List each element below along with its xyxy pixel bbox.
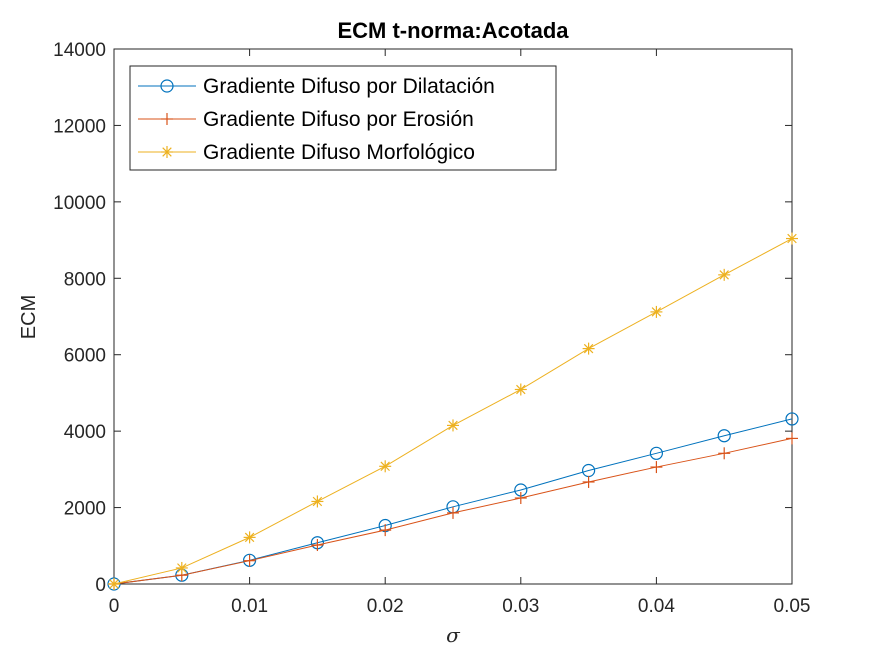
- data-point: [175, 561, 188, 574]
- x-axis-label: σ: [446, 623, 461, 647]
- data-point: [718, 447, 731, 460]
- y-tick-label: 4000: [64, 422, 106, 443]
- legend-marker: [161, 146, 173, 158]
- data-point: [108, 578, 120, 590]
- legend-entry: Gradiente Difuso por Erosión: [138, 108, 474, 131]
- y-tick-label: 6000: [64, 346, 106, 367]
- data-point: [649, 446, 664, 460]
- x-axis-ticks: 0 0.01 0.02 0.03 0.04 0.05: [109, 49, 811, 617]
- y-axis-label: ECM: [18, 295, 40, 339]
- y-tick-label: 10000: [53, 193, 106, 214]
- y-axis-ticks: 0 2000 4000 6000 8000 10000 12000 14000: [53, 40, 792, 596]
- x-tick-label: 0.02: [367, 596, 404, 617]
- legend-entry: Gradiente Difuso Morfológico: [138, 141, 475, 164]
- legend-box: [129, 65, 557, 171]
- legend-label: Gradiente Difuso por Erosión: [203, 108, 474, 131]
- data-point: [379, 524, 392, 537]
- legend-marker: [160, 79, 174, 93]
- data-point: [311, 495, 324, 508]
- series-3: [108, 232, 798, 590]
- legend-label: Gradiente Difuso por Dilatación: [203, 75, 495, 98]
- data-point: [311, 539, 324, 552]
- data-point: [379, 460, 392, 473]
- legend-marker: [161, 113, 173, 125]
- data-point: [650, 461, 663, 474]
- data-point: [243, 531, 256, 544]
- x-tick-label: 0.01: [231, 596, 268, 617]
- data-point: [717, 429, 731, 443]
- y-tick-label: 2000: [64, 499, 106, 520]
- legend-label: Gradiente Difuso Morfológico: [203, 141, 475, 164]
- chart-title: ECM t-norma:Acotada: [337, 18, 569, 43]
- x-tick-label: 0.03: [502, 596, 539, 617]
- data-point: [514, 383, 527, 396]
- data-point: [582, 475, 595, 488]
- data-point: [786, 232, 798, 245]
- x-tick-label: 0.05: [774, 596, 811, 617]
- data-point: [786, 432, 798, 445]
- x-tick-label: 0: [109, 596, 120, 617]
- legend: Gradiente Difuso por Dilatación Gradiente…: [129, 65, 557, 171]
- data-point: [447, 419, 459, 432]
- y-tick-label: 0: [95, 575, 106, 596]
- x-tick-label: 0.04: [638, 596, 675, 617]
- data-point: [718, 268, 731, 281]
- data-point: [582, 342, 595, 355]
- data-point: [514, 492, 527, 505]
- data-point: [243, 554, 256, 567]
- data-point: [447, 506, 459, 519]
- series-layer: [107, 232, 799, 591]
- y-tick-label: 12000: [53, 116, 106, 137]
- data-point: [785, 412, 799, 426]
- data-point: [650, 305, 663, 318]
- y-tick-label: 8000: [64, 269, 106, 290]
- legend-entry: Gradiente Difuso por Dilatación: [138, 75, 495, 98]
- y-tick-label: 14000: [53, 40, 106, 61]
